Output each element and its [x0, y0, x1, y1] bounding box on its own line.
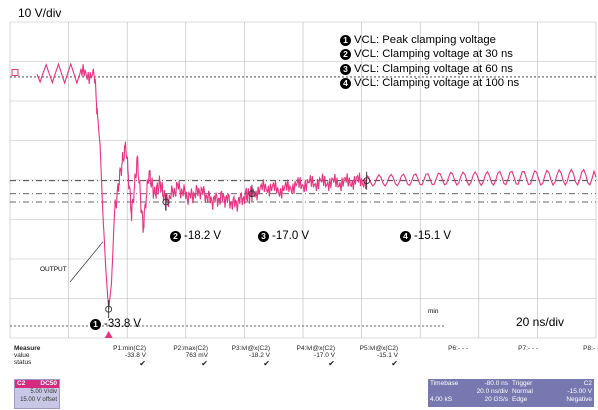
- channel-header: C2 DC50: [15, 380, 59, 388]
- waveform-plot: [9, 21, 597, 339]
- measure-param-4[interactable]: P4:lvl@x(C2) -17.0 V ✔: [277, 345, 335, 368]
- legend-item-4: 4 VCL: Clamping voltage at 100 ns: [340, 76, 519, 90]
- param-name: P6:- - -: [448, 345, 468, 352]
- vertical-scale-label: 10 V/div: [18, 6, 62, 20]
- timebase-delay: -80.0 ns: [484, 380, 509, 387]
- trigger-type: Edge: [512, 396, 528, 403]
- channel-badge: DC50: [40, 380, 57, 387]
- callout-60ns-value: -17.0 V: [272, 230, 310, 242]
- timebase-tdiv: 20.0 ns/div: [476, 388, 508, 395]
- status-header: status: [14, 359, 32, 366]
- legend-item-1: 1 VCL: Peak clamping voltage: [340, 33, 519, 47]
- param-value: [545, 352, 598, 359]
- timebase-trigger-panel[interactable]: Timebase -80.0 ns 20.0 ns/div 4.00 kS 20 G…: [428, 379, 594, 407]
- trigger-mode: Normal: [512, 388, 533, 395]
- measure-param-1[interactable]: P1:min(C2) -33.8 V ✔: [88, 345, 146, 368]
- marker-circle-2: [162, 198, 170, 206]
- peak-marker-icon: [104, 331, 113, 338]
- legend: 1 VCL: Peak clamping voltage 2 VCL: Clampi…: [340, 33, 519, 91]
- channel-offset: 15.00 V offset: [20, 397, 57, 403]
- check-icon: [480, 359, 538, 368]
- number-2-icon: 2: [170, 230, 181, 242]
- measure-param-5[interactable]: P5:lvl@x(C2) -15.1 V ✔: [340, 345, 398, 368]
- number-1-icon: 1: [90, 318, 101, 330]
- measure-param-2[interactable]: P2:max(C2) 763 mV ✔: [150, 345, 208, 368]
- param-value: -15.1 V: [377, 352, 398, 359]
- callout-30ns: 2 -18.2 V: [170, 230, 221, 242]
- measure-param-8[interactable]: P8:- - -: [545, 345, 598, 368]
- trigger-channel: C2: [583, 380, 592, 387]
- callout-60ns: 3 -17.0 V: [258, 230, 309, 242]
- measure-headers: Measure value status: [14, 345, 54, 366]
- time-scale-label: 20 ns/div: [516, 315, 565, 329]
- waveform-trace: [36, 62, 597, 310]
- channel-scale: 5.00 V/div: [30, 389, 57, 395]
- param-name: P4:lvl@x(C2): [296, 345, 335, 352]
- trigger-level: -15.00 V: [567, 388, 592, 395]
- cursor-label: min: [428, 308, 439, 315]
- number-3-icon: 3: [258, 230, 269, 242]
- trigger-box: Trigger C2 Normal -15.00 V Edge Negative: [512, 380, 592, 404]
- marker-circle-3: [248, 190, 256, 198]
- number-1-icon: 1: [340, 34, 351, 46]
- param-name: P2:max(C2): [173, 345, 208, 352]
- callout-peak: 1 -33.8 V: [90, 318, 141, 330]
- marker-circle-4: [363, 177, 371, 185]
- legend-text-2: VCL: Clamping voltage at 30 ns: [354, 48, 513, 61]
- number-2-icon: 2: [340, 49, 351, 61]
- timebase-title: Timebase: [430, 380, 459, 387]
- trigger-slope: Negative: [566, 396, 592, 403]
- param-name: P5:lvl@x(C2): [359, 345, 398, 352]
- param-name: P3:lvl@x(C2): [231, 345, 270, 352]
- callout-100ns: 4 -15.1 V: [400, 230, 451, 242]
- check-icon: [545, 359, 598, 368]
- number-4-icon: 4: [340, 77, 351, 89]
- legend-text-4: VCL: Clamping voltage at 100 ns: [354, 77, 520, 90]
- measure-param-6[interactable]: P6:- - -: [410, 345, 468, 368]
- channel-box[interactable]: C2 DC50 5.00 V/div 15.00 V offset: [14, 379, 60, 409]
- channel-name: C2: [17, 380, 26, 387]
- param-value: [410, 352, 468, 359]
- timebase-samples: 4.00 kS: [430, 396, 453, 403]
- param-value: 763 mV: [185, 352, 208, 359]
- callout-100ns-value: -15.1 V: [414, 230, 452, 242]
- param-name: P8:- - -: [583, 345, 598, 352]
- trigger-title: Trigger: [512, 380, 533, 387]
- callout-30ns-value: -18.2 V: [184, 230, 222, 242]
- value-header: value: [14, 352, 30, 359]
- legend-text-1: VCL: Peak clamping voltage: [354, 34, 496, 46]
- legend-item-3: 3 VCL: Clamping voltage at 60 ns: [340, 62, 519, 76]
- number-3-icon: 3: [340, 63, 351, 75]
- param-name: P1:min(C2): [113, 345, 146, 352]
- legend-text-3: VCL: Clamping voltage at 60 ns: [354, 62, 513, 75]
- check-icon: ✔: [391, 359, 398, 368]
- number-4-icon: 4: [400, 230, 411, 242]
- trace-label-leader: [69, 241, 104, 283]
- check-icon: [410, 359, 468, 368]
- param-value: -18.2 V: [249, 352, 270, 359]
- measure-header: Measure: [14, 345, 41, 352]
- timebase-box: Timebase -80.0 ns 20.0 ns/div 4.00 kS 20 G…: [430, 380, 508, 404]
- param-value: -17.0 V: [314, 352, 335, 359]
- check-icon: ✔: [139, 359, 146, 368]
- check-icon: ✔: [328, 359, 335, 368]
- check-icon: ✔: [201, 359, 208, 368]
- callout-peak-value: -33.8 V: [104, 318, 142, 330]
- trace-label: OUTPUT: [40, 266, 67, 273]
- legend-item-2: 2 VCL: Clamping voltage at 30 ns: [340, 47, 519, 61]
- measure-param-7[interactable]: P7:- - -: [480, 345, 538, 368]
- param-value: [480, 352, 538, 359]
- check-icon: ✔: [263, 359, 270, 368]
- timebase-rate: 20 GS/s: [484, 396, 508, 403]
- param-name: P7:- - -: [518, 345, 538, 352]
- param-value: -33.8 V: [125, 352, 146, 359]
- trigger-level-marker-icon: [11, 69, 19, 77]
- marker-circle-1: [105, 305, 113, 313]
- measure-param-3[interactable]: P3:lvl@x(C2) -18.2 V ✔: [212, 345, 270, 368]
